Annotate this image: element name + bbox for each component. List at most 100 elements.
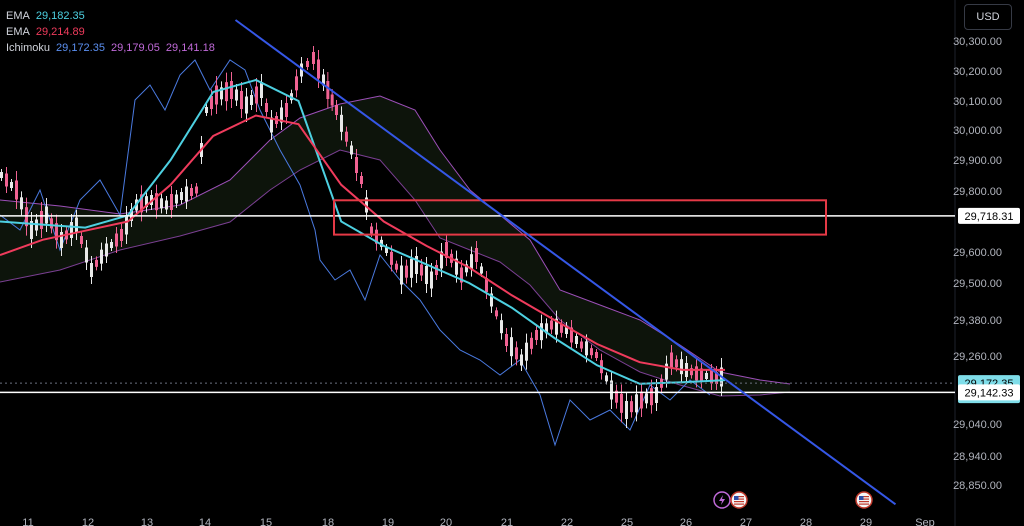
candle-body: [385, 247, 388, 253]
candle: [565, 322, 568, 338]
candle-body: [460, 267, 463, 283]
candle-body: [445, 242, 448, 258]
candle-body: [625, 401, 628, 419]
candle-body: [365, 197, 368, 213]
candle: [295, 69, 298, 98]
ichimoku-cloud: [0, 96, 790, 396]
y-tick-label: 29,900.00: [953, 155, 1002, 167]
candle: [555, 310, 558, 343]
candle: [306, 58, 309, 70]
candle-body: [215, 85, 218, 105]
candle-body: [690, 368, 693, 376]
candle-body: [580, 341, 583, 349]
candle: [215, 76, 218, 114]
candle-body: [45, 206, 48, 224]
candle-body: [306, 61, 309, 67]
candle-body: [322, 74, 325, 86]
x-tick-label: 14: [199, 517, 211, 526]
candle: [615, 384, 618, 409]
lightning-icon[interactable]: [713, 491, 731, 509]
legend-ichimoku-value-1: 29,172.35: [56, 42, 105, 54]
candle-body: [435, 265, 438, 275]
candle: [330, 89, 334, 111]
candle: [270, 110, 273, 140]
candle: [70, 214, 73, 246]
candle: [655, 379, 658, 411]
y-tick-label: 30,100.00: [953, 96, 1002, 108]
y-tick-label: 30,200.00: [953, 66, 1002, 78]
us-flag-stripe: [734, 501, 744, 503]
candle-body: [390, 251, 393, 265]
candle: [350, 141, 353, 159]
candle: [365, 190, 368, 220]
candle-body: [680, 359, 683, 375]
x-tick-label: 22: [561, 517, 573, 526]
legend-ema-2[interactable]: EMA 29,214.89: [6, 24, 221, 40]
candle: [195, 183, 198, 197]
candle: [460, 260, 463, 290]
candle-body: [465, 264, 468, 273]
y-tick-label: 28,940.00: [953, 451, 1002, 463]
candle: [670, 345, 673, 375]
candle: [705, 370, 708, 382]
y-tick-label: 29,500.00: [953, 278, 1002, 290]
candle-body: [0, 172, 3, 178]
candle-body: [575, 336, 578, 344]
candle-body: [125, 215, 128, 235]
candle: [85, 240, 88, 270]
x-tick-label: 19: [382, 517, 394, 526]
x-tick-label: 27: [740, 517, 752, 526]
candle: [335, 100, 338, 120]
candle-body: [515, 347, 518, 360]
candle-body: [380, 239, 383, 247]
us-flag-icon-ring: [855, 491, 873, 509]
us-flag-icon[interactable]: [855, 491, 873, 509]
legend-ema-1-label: EMA: [6, 10, 30, 22]
candle: [625, 392, 628, 428]
y-tick-label: 29,800.00: [953, 186, 1002, 198]
candle-body: [485, 278, 488, 292]
candle-body: [175, 194, 178, 204]
candle-body: [280, 107, 283, 123]
us-flag-icon[interactable]: [730, 491, 748, 509]
candle-body: [375, 229, 378, 244]
candle: [5, 167, 8, 193]
candle: [20, 191, 23, 216]
candle-body: [5, 173, 8, 187]
legend-ichimoku[interactable]: Ichimoku 29,172.35 29,179.05 29,141.18: [6, 40, 221, 56]
candle: [475, 241, 478, 269]
legend-ema-1[interactable]: EMA 29,182.35: [6, 8, 221, 24]
candle: [175, 190, 178, 208]
candle: [0, 169, 3, 181]
candle-body: [155, 193, 158, 211]
candle: [400, 256, 403, 294]
candle: [180, 188, 183, 204]
candle-body: [610, 380, 613, 400]
legend-ema-2-value: 29,214.89: [35, 26, 85, 38]
candle: [595, 349, 598, 361]
candle: [90, 256, 93, 284]
legend-ichimoku-value-2: 29,179.05: [110, 42, 160, 54]
y-tick-label: 29,260.00: [953, 351, 1002, 363]
currency-button[interactable]: USD: [964, 4, 1012, 30]
candle-body: [490, 293, 493, 307]
candle: [465, 260, 468, 277]
candle: [120, 223, 123, 247]
candle: [355, 149, 358, 181]
candle-body: [25, 207, 28, 227]
legend-ichimoku-label: Ichimoku: [6, 42, 51, 54]
candle-body: [90, 263, 93, 277]
candle-body: [360, 176, 363, 184]
candle: [375, 222, 378, 251]
candle: [560, 319, 563, 338]
candle: [185, 179, 188, 209]
candle-body: [190, 188, 193, 196]
candle: [95, 256, 98, 271]
x-tick-label: 29: [860, 517, 872, 526]
candle: [245, 88, 248, 122]
candle: [545, 318, 548, 339]
candle-body: [655, 387, 658, 403]
candle: [435, 260, 438, 280]
candle-body: [160, 198, 163, 209]
